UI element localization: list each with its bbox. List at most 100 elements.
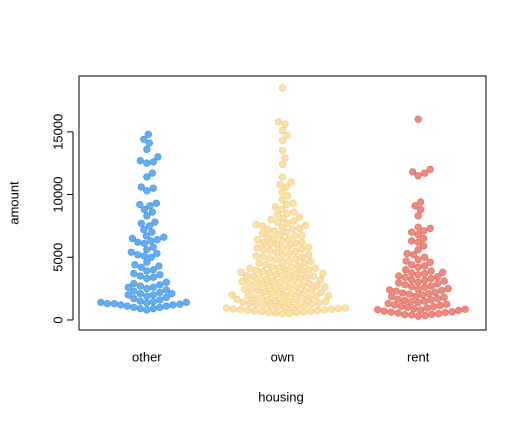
point <box>162 278 170 286</box>
point <box>423 304 431 312</box>
point <box>320 306 329 314</box>
point <box>409 168 417 176</box>
point <box>414 278 422 286</box>
point <box>374 306 382 314</box>
point <box>140 205 148 214</box>
point <box>137 263 145 271</box>
point <box>156 288 164 297</box>
point <box>380 307 388 315</box>
point <box>434 279 442 288</box>
point <box>414 298 422 307</box>
point <box>291 232 299 240</box>
point <box>278 205 286 214</box>
point <box>316 276 325 284</box>
point <box>252 220 260 229</box>
point <box>253 244 261 252</box>
point <box>305 280 314 288</box>
point <box>149 298 157 306</box>
point <box>414 285 422 293</box>
point <box>146 202 154 210</box>
point <box>162 302 170 310</box>
point <box>156 303 164 312</box>
point <box>399 289 407 297</box>
point <box>143 212 151 220</box>
point <box>130 303 138 312</box>
point <box>438 286 446 295</box>
point <box>308 300 316 308</box>
point <box>140 226 148 234</box>
point <box>140 239 148 248</box>
point <box>278 258 287 266</box>
point <box>134 238 142 246</box>
point <box>271 309 280 317</box>
point <box>278 195 286 204</box>
point <box>251 279 260 288</box>
point <box>283 192 292 200</box>
x-axis-label: housing <box>258 389 304 404</box>
point <box>243 306 252 314</box>
point <box>148 228 156 236</box>
point <box>169 301 177 309</box>
point <box>278 223 286 231</box>
point <box>140 252 148 260</box>
point <box>257 294 266 302</box>
point <box>427 296 435 304</box>
point <box>295 224 304 233</box>
point <box>421 269 429 278</box>
point <box>411 202 419 210</box>
point <box>311 264 320 272</box>
point <box>327 305 336 313</box>
point <box>288 303 296 311</box>
point <box>291 239 300 248</box>
point <box>421 283 429 292</box>
point <box>252 266 261 275</box>
point <box>130 269 138 278</box>
point <box>143 299 151 307</box>
point <box>420 234 428 243</box>
point <box>300 259 309 268</box>
point <box>143 159 151 167</box>
x-tick-label: rent <box>407 349 430 364</box>
point <box>263 275 271 283</box>
point <box>421 262 429 270</box>
point <box>228 291 236 299</box>
plot-box <box>78 75 487 331</box>
y-tick-label: 10000 <box>50 176 65 212</box>
point <box>281 265 289 273</box>
point <box>149 291 157 299</box>
point <box>264 226 272 234</box>
point <box>149 184 157 192</box>
point <box>421 253 429 261</box>
point <box>117 301 125 309</box>
point <box>444 284 452 293</box>
point <box>418 291 426 299</box>
point <box>315 299 323 307</box>
point <box>401 296 409 305</box>
point <box>426 224 434 233</box>
point <box>240 285 249 293</box>
point <box>414 271 422 279</box>
point <box>155 262 163 270</box>
point <box>301 221 310 229</box>
point <box>312 293 320 301</box>
point <box>402 266 410 274</box>
point <box>417 205 425 214</box>
point <box>402 257 410 265</box>
point <box>435 310 443 318</box>
point <box>136 157 144 165</box>
point <box>321 283 329 291</box>
point <box>156 271 164 279</box>
point <box>271 296 279 305</box>
point <box>233 295 241 303</box>
point <box>291 255 300 263</box>
point <box>287 289 296 298</box>
point <box>285 249 293 258</box>
point <box>412 292 420 300</box>
point <box>395 272 403 280</box>
point <box>302 273 311 281</box>
point <box>282 183 291 191</box>
point <box>427 267 435 275</box>
point <box>278 188 286 196</box>
point <box>425 289 433 298</box>
point <box>392 287 400 295</box>
